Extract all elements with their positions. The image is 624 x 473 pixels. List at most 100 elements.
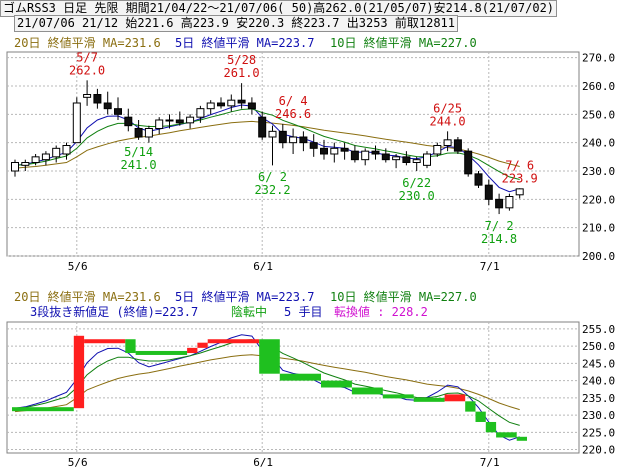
y-tick-label: 225.0 [582,426,615,439]
y-tick-label: 245.0 [582,357,615,370]
renko-turn-value: 転換値 : 228.2 [334,304,428,319]
candle-body [186,116,195,124]
candle-body [72,102,81,144]
candle [443,131,452,152]
x-tick-label: 6/1 [253,456,273,469]
candle [83,80,92,106]
candle [495,193,504,215]
annotation-value: 261.0 [224,66,260,80]
renko-brick [73,335,85,409]
renko-brick [12,407,74,412]
annotation-value: 241.0 [121,158,157,172]
candle-body [144,128,153,138]
candle [309,134,318,157]
legend-ma5: 5日 終値平滑 MA=223.7 [175,35,314,50]
annotation-date: 6/25 [433,101,462,115]
candle-body [83,94,92,98]
candle-body [52,147,61,158]
candle [124,108,133,132]
renko-brick [351,387,383,395]
candle [196,105,205,123]
ma-line-2 [14,108,520,180]
header-ohlc-line: 21/07/06 21/12 始221.6 高223.9 安220.3 終223… [14,15,459,32]
renko-info: 3段抜き新値足 (終値)=223.7 [30,304,198,319]
y-tick-label: 270.0 [582,52,615,65]
candle-body [41,153,50,161]
candle [474,171,483,188]
legend-ma10: 10日 終値平滑 MA=227.0 [330,35,477,50]
annotation-value: 232.2 [254,183,290,197]
renko-panel [6,321,580,454]
y-tick-label: 240.0 [582,137,615,150]
candle [453,137,462,154]
candle-body [320,147,328,155]
candle [41,151,50,166]
renko-brick [485,421,497,433]
candle-body [21,162,30,166]
candle-body [196,108,205,118]
candle-body [505,196,514,209]
renko-brick [279,373,321,381]
candle-body [402,156,411,163]
renko-brick [444,394,466,402]
annotation-value: 230.0 [399,189,435,203]
candle [484,179,493,205]
annotation-value: 223.9 [502,171,538,185]
renko-brick [125,339,136,354]
y-tick-label: 200.0 [582,250,615,263]
y-tick-label: 230.0 [582,409,615,422]
candle [206,100,215,115]
renko-brick [197,342,208,348]
candle [114,97,122,120]
candle-body [453,139,462,152]
candle-body [217,102,225,107]
x-tick-label: 5/6 [68,456,88,469]
candle-body [155,119,164,129]
candle [11,159,19,177]
x-tick-label: 6/1 [253,260,273,273]
renko-brick [413,397,445,402]
candle-body [237,99,246,104]
legend-ma20: 20日 終値平滑 MA=231.6 [14,35,161,50]
chart-header: ゴムRSS3 日足 先限 期間21/04/22～21/07/06( 50)高26… [0,0,624,32]
annotation-date: 5/14 [124,145,153,159]
annotation-value: 262.0 [69,63,105,77]
candle-body [495,198,504,209]
candle-body [247,102,256,110]
candle-body [268,130,277,138]
annotation-value: 214.8 [481,232,517,246]
candle-body [206,102,215,110]
candle-body [31,156,40,163]
bottom-legend-ma5: 5日 終値平滑 MA=223.7 [175,289,314,304]
candle-body [484,184,493,200]
y-tick-label: 235.0 [582,392,615,405]
bottom-legend-ma20: 20日 終値平滑 MA=231.6 [14,289,161,304]
renko-brick [465,401,476,412]
candle [330,142,339,163]
candle-y-axis: 200.0 210.0 220.0 230.0 240.0 250.0 260.0 270.0 [582,52,615,263]
candle-body [11,162,19,172]
candle-body [289,136,298,144]
candle-body [443,139,452,146]
annotation-value: 244.0 [430,114,466,128]
candle-body [330,147,339,155]
candle-body [350,150,359,161]
candle-body [464,150,473,175]
renko-brick [516,436,527,441]
y-tick-label: 250.0 [582,340,615,353]
candle-body [412,159,421,164]
candle-body [423,153,431,166]
x-tick-label: 7/1 [480,456,500,469]
candle [21,159,30,171]
renko-brick [84,339,126,344]
candle-body [299,136,308,144]
candle [268,125,277,166]
candle [371,145,380,160]
candle-body [278,130,287,144]
